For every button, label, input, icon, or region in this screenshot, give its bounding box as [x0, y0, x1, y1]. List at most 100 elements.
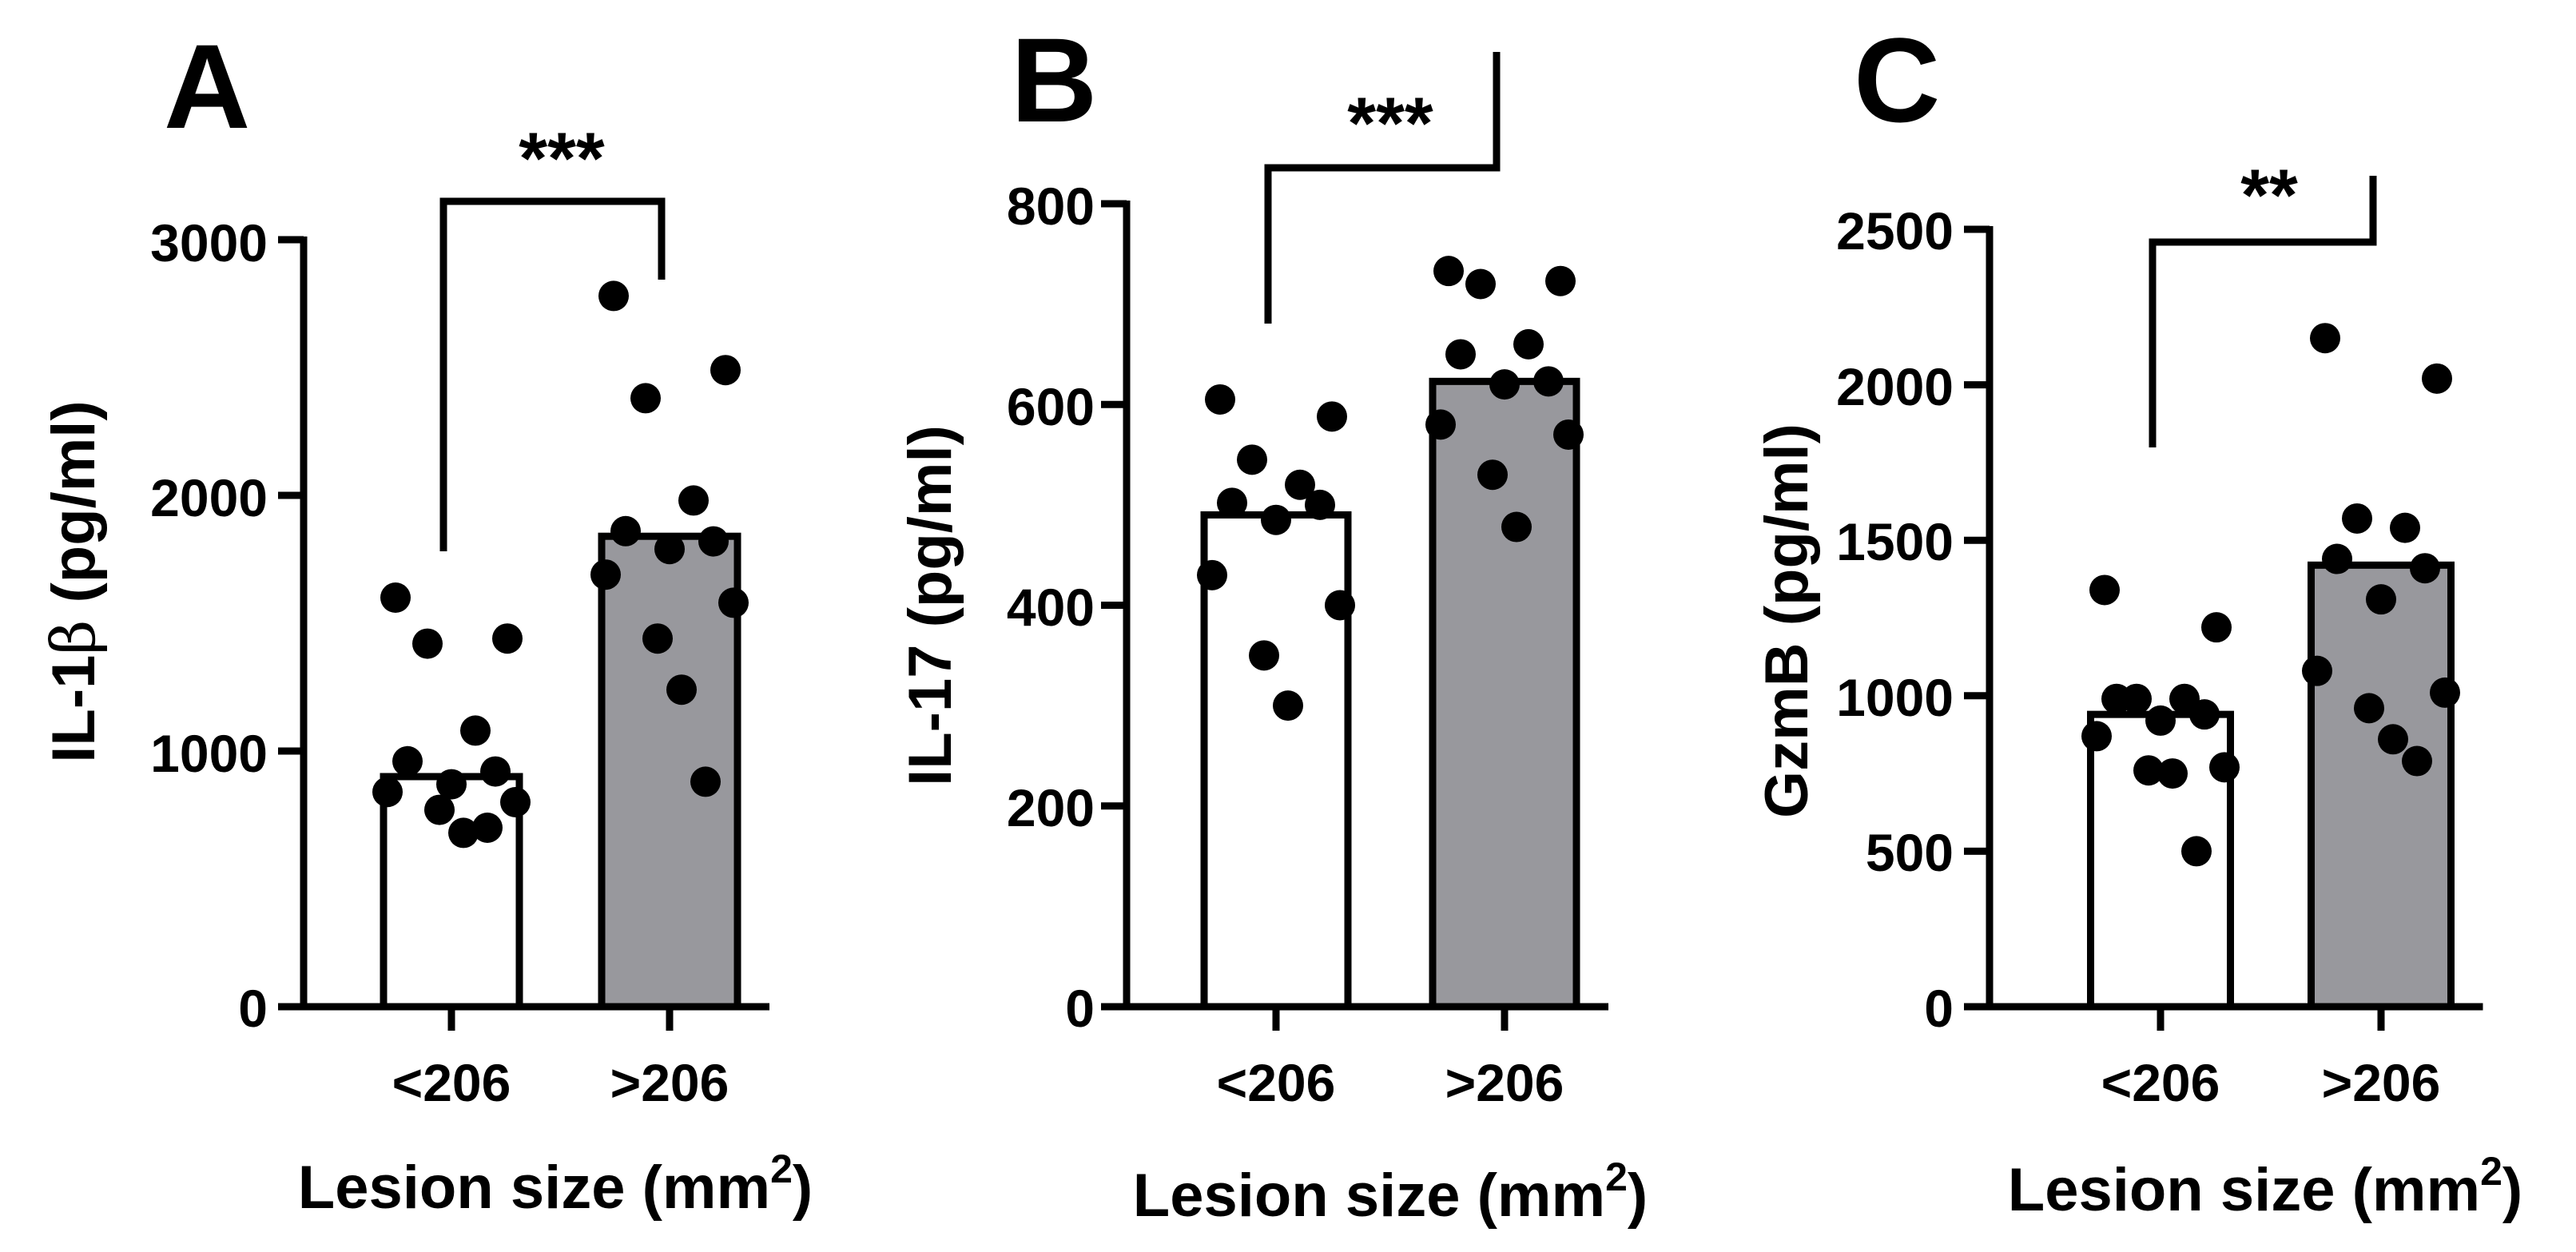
- data-point-a-low-0: [380, 582, 411, 613]
- panel-letter-b: B: [1011, 13, 1097, 147]
- y-tick-b-600: 600: [1007, 377, 1095, 436]
- data-point-a-high-8: [718, 587, 749, 618]
- y-tick-c-2000: 2000: [1836, 357, 1954, 416]
- data-point-a-low-4: [392, 745, 423, 777]
- x-tick-c-high: >206: [2322, 1053, 2441, 1112]
- data-point-c-high-9: [2354, 693, 2384, 724]
- data-point-b-high-0: [1433, 256, 1464, 287]
- y-tick-b-0: 0: [1065, 979, 1095, 1038]
- y-axis-title-a-unit: (pg/ml): [40, 400, 108, 619]
- data-point-b-low-5: [1305, 489, 1335, 520]
- data-point-a-high-2: [630, 383, 661, 414]
- y-axis-title-c-main: GzmB: [1753, 642, 1821, 818]
- data-point-c-low-0: [2089, 574, 2120, 606]
- data-point-c-low-4: [2101, 683, 2132, 714]
- panel-letter-a: A: [164, 19, 250, 153]
- data-point-a-high-11: [690, 766, 721, 797]
- data-point-c-low-6: [2145, 705, 2176, 736]
- x-axis-title-b-sup: 2: [1605, 1155, 1628, 1199]
- data-point-b-high-7: [1425, 409, 1456, 440]
- x-axis-title-a-main: Lesion size (mm: [298, 1154, 770, 1222]
- bar-b-low: [1200, 511, 1352, 1011]
- data-point-a-low-6: [436, 769, 467, 800]
- data-point-b-high-10: [1501, 511, 1532, 543]
- data-point-a-high-9: [642, 623, 673, 654]
- panel-letter-c: C: [1854, 13, 1940, 147]
- data-point-b-high-1: [1545, 265, 1576, 296]
- data-point-b-high-5: [1533, 366, 1564, 397]
- data-point-c-high-4: [2322, 543, 2352, 574]
- y-axis-title-a-main: IL-1: [40, 655, 108, 763]
- x-tick-a-high: >206: [610, 1053, 729, 1112]
- bar-c-low: [2087, 710, 2234, 1011]
- data-point-a-high-3: [678, 485, 709, 516]
- data-point-c-high-11: [2402, 745, 2432, 777]
- data-point-a-low-11: [472, 813, 503, 843]
- data-point-a-high-7: [590, 559, 621, 590]
- data-point-a-high-10: [666, 674, 697, 705]
- x-tick-c-low: <206: [2101, 1053, 2220, 1112]
- y-axis-title-a-greek: β: [38, 620, 109, 655]
- y-tick-a-0: 0: [238, 979, 268, 1038]
- data-point-c-high-5: [2410, 553, 2440, 584]
- data-point-c-low-11: [2181, 836, 2212, 867]
- data-point-b-low-9: [1249, 640, 1279, 671]
- y-tick-a-3000: 3000: [150, 213, 268, 272]
- y-tick-b-200: 200: [1007, 778, 1095, 837]
- y-axis-title-c-unit: (pg/ml): [1753, 423, 1821, 642]
- data-point-a-high-0: [598, 280, 629, 312]
- data-point-a-low-7: [372, 777, 403, 808]
- x-tick-b-low: <206: [1217, 1053, 1336, 1112]
- y-tick-c-1500: 1500: [1836, 512, 1954, 571]
- data-point-a-low-3: [460, 715, 491, 746]
- chart-marks: [278, 52, 2483, 1031]
- data-point-b-low-8: [1325, 590, 1355, 621]
- data-point-a-low-1: [492, 623, 523, 654]
- y-tick-c-500: 500: [1866, 823, 1954, 882]
- data-point-a-high-4: [610, 515, 641, 547]
- data-point-b-low-1: [1317, 401, 1347, 432]
- data-point-b-low-10: [1273, 690, 1303, 721]
- y-axis-title-c: GzmB (pg/ml): [1753, 423, 1821, 818]
- panel-a: A IL-1β (pg/ml) 0 1000 2000 3000 <206 >2…: [38, 19, 813, 1222]
- x-axis-title-b: Lesion size (mm2): [1133, 1155, 1648, 1230]
- data-point-c-high-8: [2430, 677, 2460, 708]
- x-axis-title-b-main: Lesion size (mm: [1133, 1162, 1605, 1230]
- data-point-b-high-2: [1465, 268, 1496, 300]
- y-tick-c-1000: 1000: [1836, 668, 1954, 727]
- data-point-c-high-7: [2302, 655, 2332, 686]
- data-point-a-low-2: [412, 628, 443, 659]
- y-tick-b-400: 400: [1007, 578, 1095, 637]
- significance-bracket-c: [2149, 176, 2377, 447]
- data-point-a-high-5: [698, 526, 729, 557]
- y-axis-title-b-unit: (pg/ml): [896, 425, 964, 644]
- x-axis-title-c: Lesion size (mm2): [2008, 1149, 2522, 1224]
- data-point-c-high-0: [2310, 323, 2340, 354]
- data-point-b-high-9: [1477, 459, 1508, 491]
- data-point-c-low-1: [2201, 612, 2232, 643]
- significance-bracket-b: [1264, 52, 1501, 324]
- y-tick-b-800: 800: [1007, 177, 1095, 236]
- bar-a-high: [598, 532, 741, 1011]
- x-axis-title-c-sup: 2: [2480, 1149, 2502, 1194]
- significance-stars-a: ***: [519, 118, 605, 200]
- data-point-c-low-7: [2081, 721, 2112, 752]
- data-point-b-high-3: [1513, 328, 1544, 360]
- data-point-a-high-1: [710, 355, 741, 386]
- y-tick-a-2000: 2000: [150, 468, 268, 527]
- data-point-a-low-9: [424, 794, 455, 825]
- y-tick-c-2500: 2500: [1836, 201, 1954, 260]
- x-axis-title-a: Lesion size (mm2): [298, 1147, 813, 1222]
- data-point-c-high-10: [2378, 724, 2408, 755]
- significance-bracket-a: [439, 197, 666, 551]
- data-point-b-low-3: [1285, 469, 1315, 500]
- y-axis-title-b-main: IL-17: [896, 645, 964, 786]
- data-point-c-low-5: [2189, 699, 2220, 730]
- data-point-b-high-6: [1489, 369, 1520, 400]
- y-tick-c-0: 0: [1924, 979, 1954, 1038]
- x-tick-b-high: >206: [1445, 1053, 1564, 1112]
- panel-b: B IL-17 (pg/ml) 0 200 400 600 800 <206 >…: [896, 13, 1648, 1230]
- y-tick-a-1000: 1000: [150, 724, 268, 783]
- x-axis-title-c-end: ): [2502, 1156, 2522, 1224]
